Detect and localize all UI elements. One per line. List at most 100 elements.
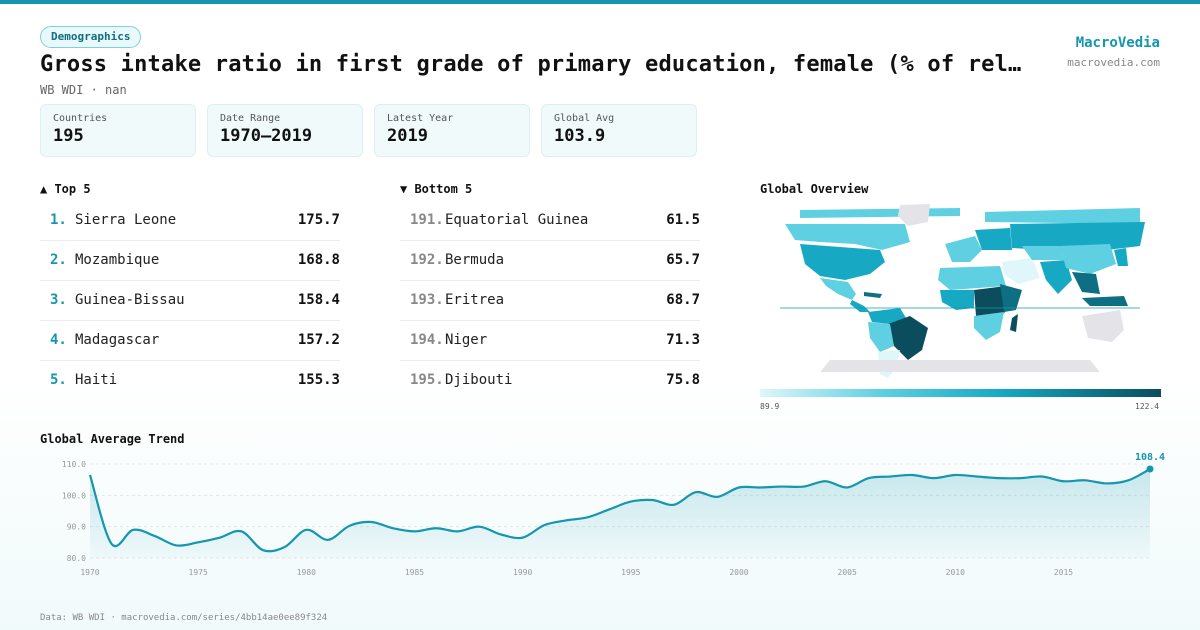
trend-data-point[interactable] [672, 502, 677, 507]
map-region-middle-east[interactable] [1002, 258, 1040, 284]
trend-data-point[interactable] [910, 472, 915, 477]
trend-data-point[interactable] [152, 534, 157, 539]
trend-last-point[interactable] [1146, 465, 1154, 473]
country-name: Mozambique [75, 252, 160, 268]
trend-data-point[interactable] [823, 479, 828, 484]
trend-data-point[interactable] [325, 537, 330, 542]
trend-data-point[interactable] [1039, 474, 1044, 479]
map-region-caribbean[interactable] [864, 292, 882, 298]
trend-data-point[interactable] [563, 518, 568, 523]
map-region-north-africa[interactable] [938, 266, 1006, 290]
trend-data-point[interactable] [585, 515, 590, 520]
trend-data-point[interactable] [434, 526, 439, 531]
trend-data-point[interactable] [196, 540, 201, 545]
list-item[interactable]: 5. Haiti 155.3 [40, 361, 340, 401]
trend-data-point[interactable] [239, 529, 244, 534]
trend-data-point[interactable] [542, 523, 547, 528]
country-name: Madagascar [75, 332, 160, 348]
trend-data-point[interactable] [1083, 478, 1088, 483]
map-region-west-africa[interactable] [940, 290, 974, 310]
map-region-canada[interactable] [785, 224, 910, 250]
trend-data-point[interactable] [390, 526, 395, 531]
legend-min-label: 89.9 [760, 402, 780, 411]
map-region-southeast-asia[interactable] [1072, 272, 1100, 294]
map-region-japan-korea[interactable] [1114, 248, 1128, 266]
map-region-china[interactable] [1060, 244, 1116, 274]
map-region-arctic[interactable] [800, 208, 960, 218]
world-choropleth-map[interactable] [760, 200, 1160, 380]
list-item[interactable]: 194. Niger 71.3 [400, 321, 700, 361]
map-region-brazil[interactable] [888, 316, 928, 360]
trend-data-point[interactable] [109, 541, 114, 546]
category-tag[interactable]: Demographics [40, 26, 142, 48]
trend-data-point[interactable] [866, 476, 871, 481]
map-region-north-russia[interactable] [985, 208, 1140, 224]
trend-data-point[interactable] [650, 498, 655, 503]
trend-data-point[interactable] [607, 507, 612, 512]
trend-data-point[interactable] [845, 485, 850, 490]
map-region-venezuela-colombia[interactable] [868, 308, 906, 324]
list-item[interactable]: 4. Madagascar 157.2 [40, 321, 340, 361]
map-region-usa[interactable] [800, 244, 885, 280]
trend-data-point[interactable] [347, 523, 352, 528]
list-item[interactable]: 192. Bermuda 65.7 [400, 241, 700, 281]
map-region-antarctica[interactable] [820, 360, 1100, 372]
stat-card-date-range: Date Range 1970–2019 [207, 104, 363, 157]
trend-data-point[interactable] [217, 535, 222, 540]
trend-data-point[interactable] [1104, 481, 1109, 486]
list-item[interactable]: 193. Eritrea 68.7 [400, 281, 700, 321]
trend-data-point[interactable] [715, 494, 720, 499]
list-item[interactable]: 1. Sierra Leone 175.7 [40, 201, 340, 241]
trend-data-point[interactable] [953, 472, 958, 477]
map-region-greenland[interactable] [898, 204, 930, 226]
trend-data-point[interactable] [455, 529, 460, 534]
stat-value: 195 [53, 126, 84, 146]
trend-data-point[interactable] [801, 484, 806, 489]
map-region-central-america[interactable] [850, 300, 870, 312]
y-tick-label: 90.0 [67, 523, 86, 532]
list-item[interactable]: 3. Guinea-Bissau 158.4 [40, 281, 340, 321]
map-region-east-africa[interactable] [1000, 284, 1022, 312]
map-region-europe-east[interactable] [975, 228, 1012, 250]
trend-data-point[interactable] [736, 485, 741, 490]
map-region-madagascar[interactable] [1010, 314, 1018, 332]
trend-data-point[interactable] [628, 499, 633, 504]
map-region-south-asia[interactable] [1040, 260, 1072, 294]
trend-data-point[interactable] [974, 474, 979, 479]
trend-data-point[interactable] [174, 543, 179, 548]
list-item[interactable]: 191. Equatorial Guinea 61.5 [400, 201, 700, 241]
map-region-europe-west[interactable] [945, 236, 982, 262]
trend-data-point[interactable] [520, 535, 525, 540]
trend-data-point[interactable] [931, 476, 936, 481]
trend-data-point[interactable] [758, 485, 763, 490]
trend-data-point[interactable] [1061, 479, 1066, 484]
trend-data-point[interactable] [131, 527, 136, 532]
map-region-southern-africa[interactable] [974, 312, 1004, 340]
brand-logo[interactable]: MacroVedia [1075, 35, 1160, 51]
trend-data-point[interactable] [996, 476, 1001, 481]
list-item[interactable]: 195. Djibouti 75.8 [400, 361, 700, 401]
trend-data-point[interactable] [261, 548, 266, 553]
list-item[interactable]: 2. Mozambique 168.8 [40, 241, 340, 281]
trend-data-point[interactable] [499, 532, 504, 537]
map-region-peru-bolivia[interactable] [868, 322, 894, 352]
map-region-russia[interactable] [1010, 222, 1145, 252]
trend-data-point[interactable] [1126, 478, 1131, 483]
trend-data-point[interactable] [304, 527, 309, 532]
trend-data-point[interactable] [888, 474, 893, 479]
trend-data-point[interactable] [282, 545, 287, 550]
map-region-central-asia[interactable] [1022, 246, 1064, 260]
trend-data-point[interactable] [693, 490, 698, 495]
trend-data-point[interactable] [88, 472, 93, 477]
map-region-australia[interactable] [1082, 310, 1124, 342]
brand-url[interactable]: macrovedia.com [1067, 56, 1160, 69]
trend-data-point[interactable] [1018, 476, 1023, 481]
country-name: Sierra Leone [75, 212, 177, 228]
map-region-indonesia[interactable] [1082, 296, 1128, 306]
trend-data-point[interactable] [477, 524, 482, 529]
trend-data-point[interactable] [412, 529, 417, 534]
map-region-mexico[interactable] [820, 278, 856, 300]
rank-number: 192. [410, 252, 444, 268]
trend-data-point[interactable] [780, 484, 785, 489]
trend-data-point[interactable] [369, 519, 374, 524]
